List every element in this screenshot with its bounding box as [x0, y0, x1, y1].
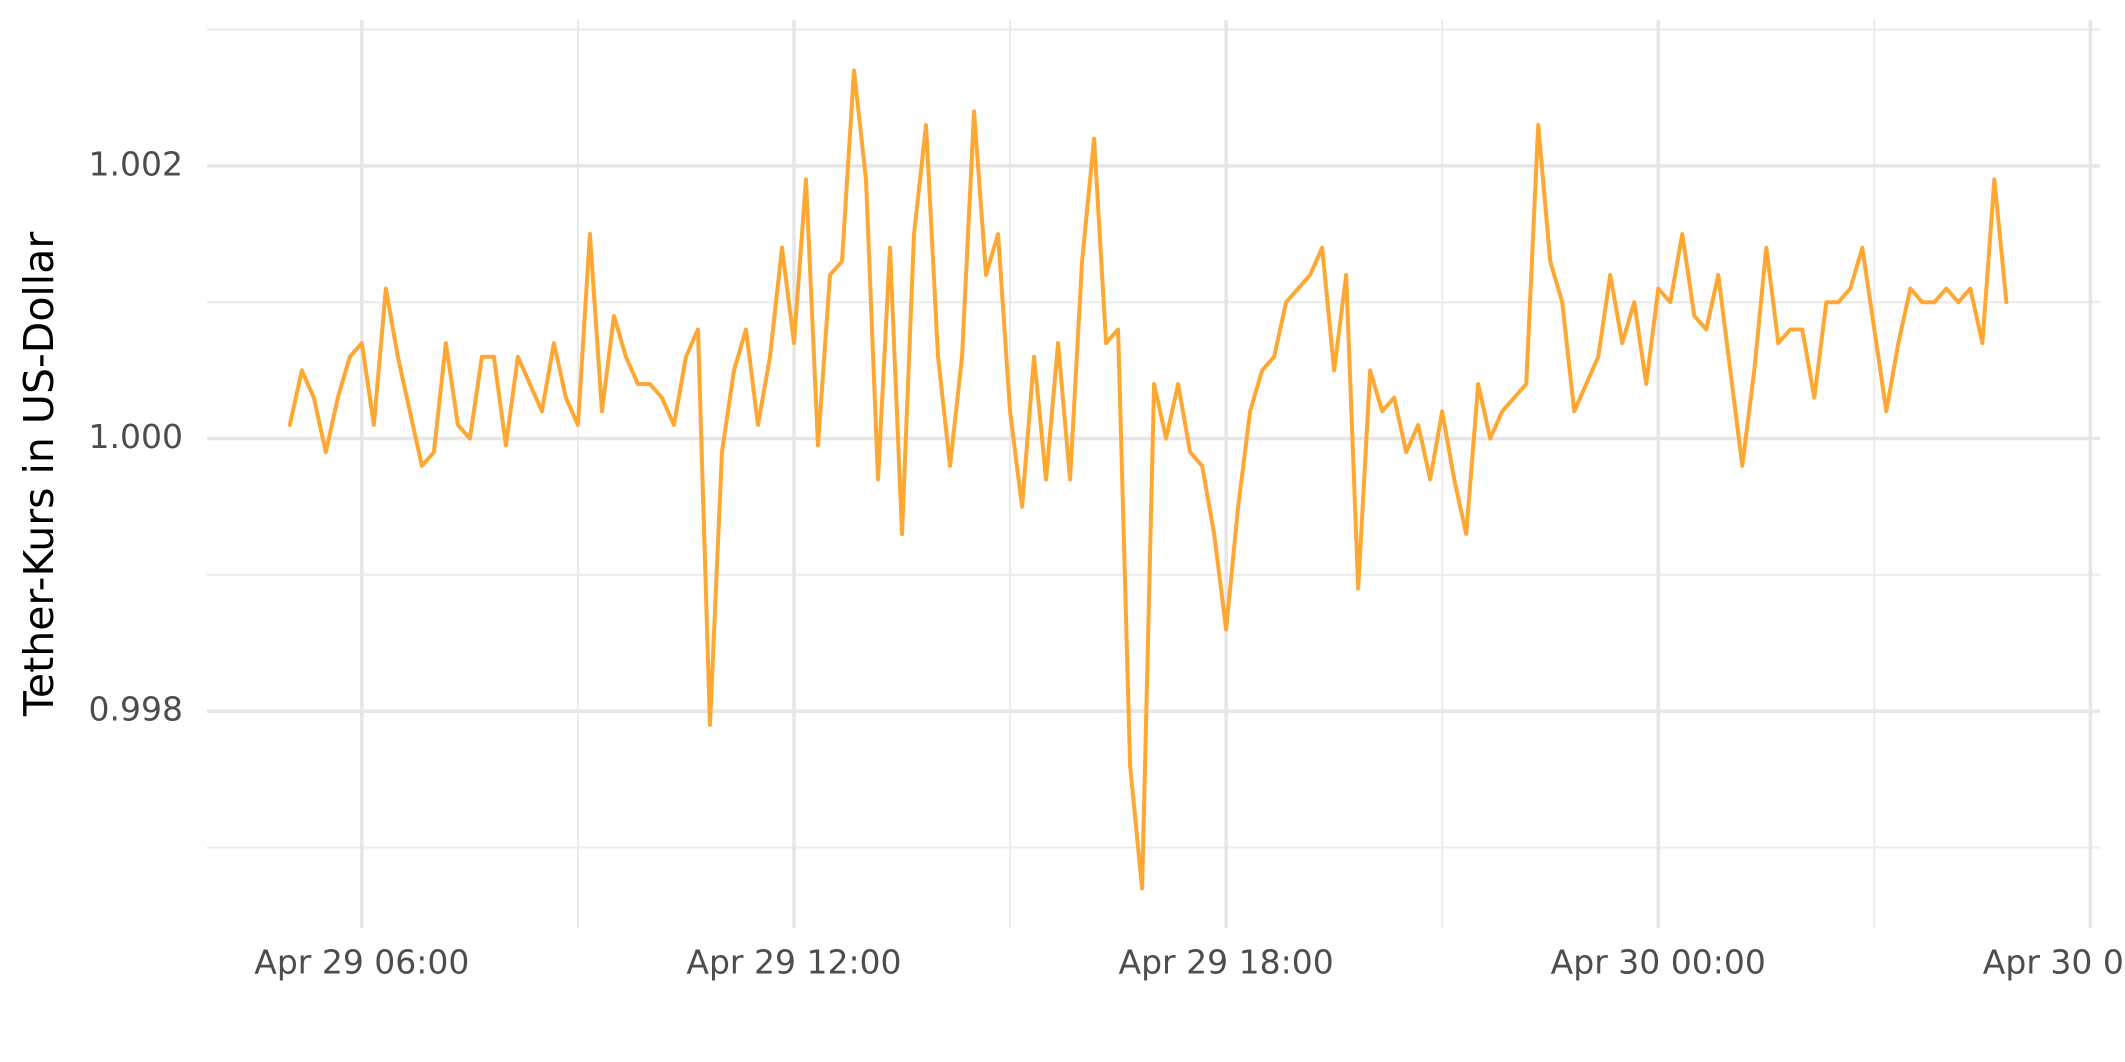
- y-tick-label: 1.000: [89, 417, 183, 456]
- y-axis-title: Tether-Kurs in US-Dollar: [15, 232, 63, 717]
- price-line: [287, 68, 2009, 891]
- x-tick-label: Apr 29 12:00: [686, 943, 901, 982]
- y-tick-label: 0.998: [89, 690, 183, 729]
- x-tick-label: Apr 29 06:00: [254, 943, 469, 982]
- x-tick-label: Apr 29 18:00: [1119, 943, 1334, 982]
- y-tick-label: 1.002: [89, 144, 183, 183]
- x-tick-label: Apr 30 06:00: [1983, 943, 2125, 982]
- x-tick-label: Apr 30 00:00: [1551, 943, 1766, 982]
